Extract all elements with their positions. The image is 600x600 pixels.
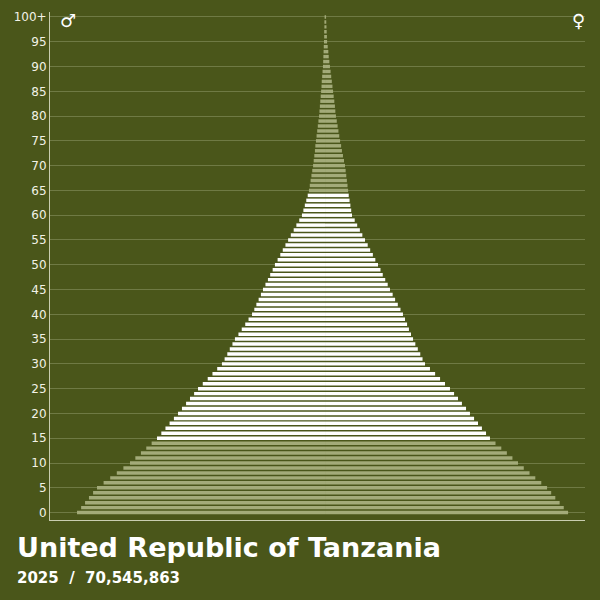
svg-text:♂: ♂ — [60, 10, 76, 31]
svg-text:50: 50 — [31, 258, 46, 272]
svg-text:2025 / 70,545,863: 2025 / 70,545,863 — [17, 569, 180, 587]
svg-text:75: 75 — [31, 134, 46, 148]
svg-text:45: 45 — [31, 283, 46, 297]
svg-text:5: 5 — [39, 481, 47, 495]
svg-text:55: 55 — [31, 233, 46, 247]
svg-text:20: 20 — [31, 407, 46, 421]
svg-text:100+: 100+ — [14, 10, 47, 24]
svg-text:60: 60 — [31, 208, 46, 222]
svg-text:0: 0 — [39, 506, 47, 520]
svg-text:10: 10 — [31, 456, 46, 470]
svg-text:30: 30 — [31, 357, 46, 371]
svg-text:65: 65 — [31, 184, 46, 198]
svg-text:25: 25 — [31, 382, 46, 396]
svg-text:90: 90 — [31, 60, 46, 74]
svg-text:40: 40 — [31, 308, 46, 322]
svg-text:85: 85 — [31, 85, 46, 99]
svg-text:70: 70 — [31, 159, 46, 173]
svg-text:United Republic of Tanzania: United Republic of Tanzania — [17, 532, 441, 563]
svg-text:80: 80 — [31, 109, 46, 123]
svg-text:95: 95 — [31, 35, 46, 49]
svg-text:35: 35 — [31, 332, 46, 346]
svg-text:♀: ♀ — [572, 10, 585, 31]
svg-text:15: 15 — [31, 431, 46, 445]
